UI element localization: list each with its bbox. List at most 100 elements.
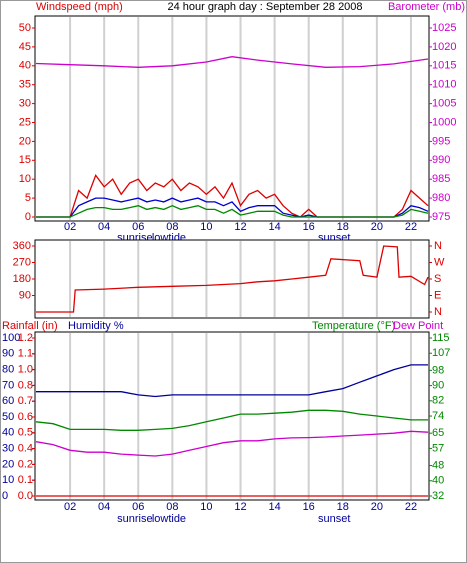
- y-tick-label: 30: [2, 443, 14, 455]
- y-tick-label: 20: [2, 458, 14, 470]
- axis-title: Temperature (°F): [312, 320, 395, 332]
- y-tick-label: 0: [2, 490, 8, 502]
- y-tick-label: 1005: [432, 98, 456, 110]
- y-tick-label: E: [434, 289, 441, 301]
- y-tick-label: 1.1: [18, 348, 33, 360]
- y-tick-label: S: [434, 273, 441, 285]
- y-tick-label: 985: [432, 173, 450, 185]
- y-tick-label: 25: [19, 116, 31, 128]
- y-tick-label: N: [434, 306, 442, 318]
- axis-title: Humidity %: [68, 320, 124, 332]
- annotation: sunset: [318, 513, 350, 525]
- series-line: [36, 204, 429, 218]
- x-tick-label: 18: [337, 501, 349, 513]
- y-tick-label: 115: [432, 332, 450, 344]
- x-tick-label: 06: [132, 221, 144, 233]
- series-line: [36, 245, 429, 313]
- x-tick-label: 16: [303, 221, 315, 233]
- y-tick-label: 15: [19, 154, 31, 166]
- y-tick-label: 65: [432, 427, 444, 439]
- y-tick-label: 107: [432, 347, 450, 359]
- y-tick-label: 1.0: [18, 364, 33, 376]
- x-tick-label: 10: [200, 221, 212, 233]
- y-tick-label: 74: [432, 410, 444, 422]
- x-tick-label: 08: [166, 221, 178, 233]
- y-tick-label: 90: [19, 289, 31, 301]
- y-tick-label: 57: [432, 442, 444, 454]
- y-tick-label: W: [434, 256, 445, 268]
- x-tick-label: 22: [405, 221, 417, 233]
- y-tick-label: 0.2: [18, 458, 33, 470]
- x-tick-label: 06: [132, 501, 144, 513]
- y-tick-label: 1015: [432, 60, 456, 72]
- x-tick-label: 20: [371, 221, 383, 233]
- x-tick-label: 22: [405, 501, 417, 513]
- y-tick-label: 82: [432, 395, 444, 407]
- x-tick-label: 18: [337, 221, 349, 233]
- x-tick-label: 02: [64, 221, 76, 233]
- y-tick-label: 10: [19, 173, 31, 185]
- x-tick-label: 14: [268, 501, 280, 513]
- y-tick-label: 90: [432, 379, 444, 391]
- y-tick-label: 100: [2, 332, 20, 344]
- y-tick-label: 0.6: [18, 411, 33, 423]
- y-tick-label: 975: [432, 211, 450, 223]
- y-tick-label: 60: [2, 395, 14, 407]
- x-tick-label: 12: [234, 221, 246, 233]
- y-tick-label: 0.7: [18, 395, 33, 407]
- y-tick-label: 360: [13, 240, 31, 252]
- y-tick-label: 30: [19, 98, 31, 110]
- y-tick-label: 1.2: [18, 332, 33, 344]
- y-tick-label: 40: [432, 475, 444, 487]
- y-tick-label: 0.5: [18, 427, 33, 439]
- series-line: [35, 56, 429, 68]
- x-tick-label: 08: [166, 501, 178, 513]
- x-tick-label: 04: [98, 221, 110, 233]
- x-tick-label: 20: [371, 501, 383, 513]
- axis-title: Barometer (mb): [388, 1, 465, 13]
- y-tick-label: 90: [2, 348, 14, 360]
- y-tick-label: 50: [2, 411, 14, 423]
- y-tick-label: 98: [432, 364, 444, 376]
- chart-title: 24 hour graph day : September 28 2008: [167, 1, 362, 13]
- y-tick-label: 20: [19, 135, 31, 147]
- series-line: [36, 364, 428, 398]
- axis-title: Rainfall (in): [2, 320, 58, 332]
- y-tick-label: 45: [19, 41, 31, 53]
- x-tick-label: 04: [98, 501, 110, 513]
- panel-frame: [34, 15, 430, 222]
- axis-title: Windspeed (mph): [36, 1, 123, 13]
- panel-frame: [34, 239, 430, 319]
- y-tick-label: 5: [25, 192, 31, 204]
- x-tick-label: 16: [303, 501, 315, 513]
- x-tick-label: 14: [268, 221, 280, 233]
- y-tick-label: 0.8: [18, 379, 33, 391]
- y-tick-label: 50: [19, 22, 31, 34]
- y-tick-label: 1020: [432, 41, 456, 53]
- y-tick-label: 32: [432, 490, 444, 502]
- y-tick-label: 10: [2, 474, 14, 486]
- series-line: [35, 409, 428, 431]
- x-tick-label: 10: [200, 501, 212, 513]
- y-tick-label: 1000: [432, 116, 456, 128]
- y-tick-label: 990: [432, 154, 450, 166]
- series-line: [35, 430, 429, 457]
- y-tick-label: N: [434, 240, 442, 252]
- y-tick-label: 980: [432, 192, 450, 204]
- y-tick-label: 0.0: [18, 490, 33, 502]
- y-tick-label: 1010: [432, 79, 456, 91]
- y-tick-label: 48: [432, 459, 444, 471]
- y-tick-label: 40: [2, 427, 14, 439]
- annotation: sunrise: [117, 513, 152, 525]
- y-tick-label: 995: [432, 135, 450, 147]
- x-tick-label: 12: [234, 501, 246, 513]
- y-tick-label: 80: [2, 364, 14, 376]
- y-tick-label: 0: [25, 211, 31, 223]
- y-tick-label: 180: [13, 273, 31, 285]
- y-tick-label: 0.4: [18, 443, 33, 455]
- annotation: lowtide: [152, 513, 186, 525]
- axis-title: Dew Point: [393, 320, 443, 332]
- x-tick-label: 02: [64, 501, 76, 513]
- y-tick-label: 0.1: [18, 474, 33, 486]
